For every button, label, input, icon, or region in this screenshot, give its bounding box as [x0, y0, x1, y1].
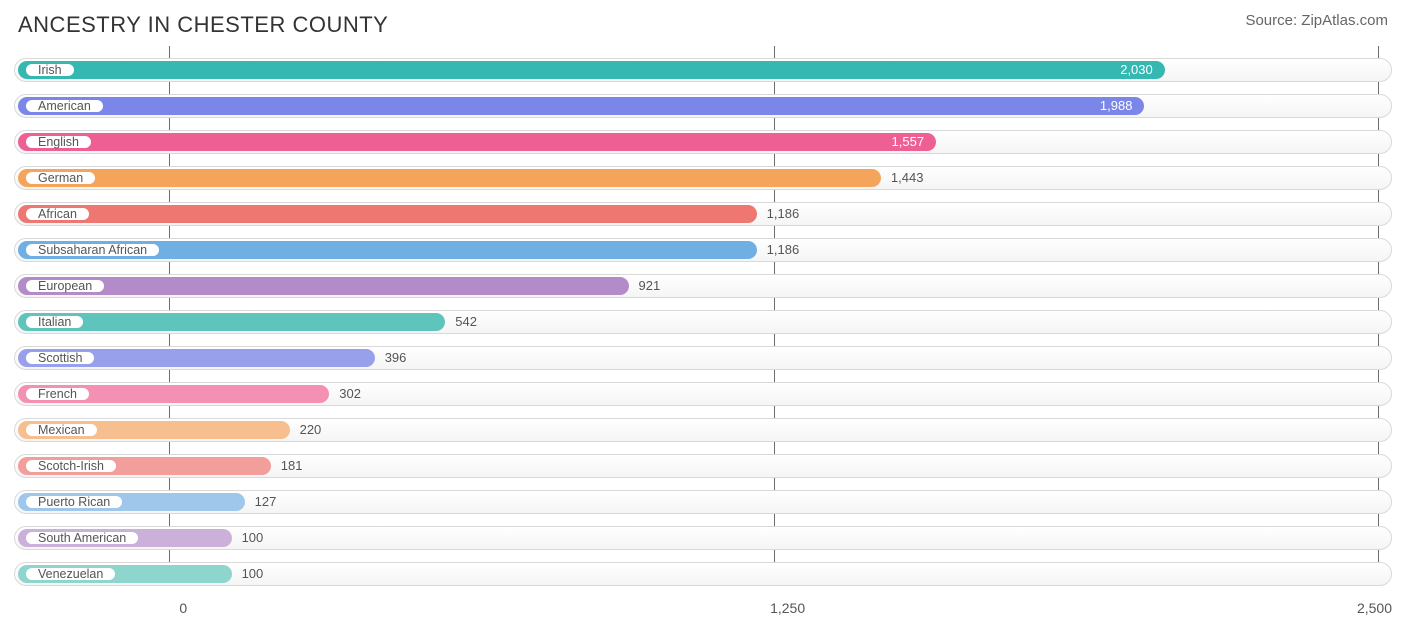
bar-row: Venezuelan 100 — [14, 558, 1392, 590]
chart-header: ANCESTRY IN CHESTER COUNTY Source: ZipAt… — [0, 0, 1406, 46]
axis-tick-label: 2,500 — [1357, 600, 1392, 616]
x-axis: 0 1,250 2,500 — [14, 596, 1392, 626]
bar-row: English 1,557 — [14, 126, 1392, 158]
value-label: 302 — [339, 386, 361, 401]
value-label: 1,443 — [891, 170, 924, 185]
chart-source: Source: ZipAtlas.com — [1245, 12, 1388, 29]
bar-row: German 1,443 — [14, 162, 1392, 194]
chart-title: ANCESTRY IN CHESTER COUNTY — [18, 12, 388, 38]
category-pill: American — [24, 98, 105, 114]
chart-area: Irish 2,030 American 1,988 English 1,557 Germa… — [0, 46, 1406, 626]
bar-row: Scotch-Irish 181 — [14, 450, 1392, 482]
category-pill: English — [24, 134, 93, 150]
value-label: 100 — [242, 566, 264, 581]
bar — [18, 133, 936, 151]
bar-row: American 1,988 — [14, 90, 1392, 122]
value-label: 181 — [281, 458, 303, 473]
bar-row: Italian 542 — [14, 306, 1392, 338]
value-label: 1,988 — [1100, 98, 1133, 113]
bar-row: Mexican 220 — [14, 414, 1392, 446]
bar-row: African 1,186 — [14, 198, 1392, 230]
category-pill: Italian — [24, 314, 85, 330]
category-pill: South American — [24, 530, 140, 546]
bar-row: French 302 — [14, 378, 1392, 410]
category-pill: German — [24, 170, 97, 186]
bar-row: Puerto Rican 127 — [14, 486, 1392, 518]
value-label: 1,186 — [767, 206, 800, 221]
category-pill: Irish — [24, 62, 76, 78]
category-pill: Scotch-Irish — [24, 458, 118, 474]
category-pill: Subsaharan African — [24, 242, 161, 258]
category-pill: African — [24, 206, 91, 222]
value-label: 1,186 — [767, 242, 800, 257]
category-pill: Venezuelan — [24, 566, 117, 582]
bar-row: European 921 — [14, 270, 1392, 302]
axis-tick-label: 1,250 — [770, 600, 805, 616]
bar — [18, 61, 1165, 79]
bar-row: Scottish 396 — [14, 342, 1392, 374]
bar — [18, 205, 757, 223]
axis-tick-label: 0 — [179, 600, 187, 616]
category-pill: French — [24, 386, 91, 402]
value-label: 1,557 — [892, 134, 925, 149]
bar — [18, 277, 629, 295]
bar — [18, 97, 1144, 115]
bar-row: Subsaharan African 1,186 — [14, 234, 1392, 266]
category-pill: Scottish — [24, 350, 96, 366]
category-pill: Mexican — [24, 422, 99, 438]
value-label: 396 — [385, 350, 407, 365]
category-pill: Puerto Rican — [24, 494, 124, 510]
value-label: 127 — [255, 494, 277, 509]
category-pill: European — [24, 278, 106, 294]
value-label: 220 — [300, 422, 322, 437]
bar-row: Irish 2,030 — [14, 54, 1392, 86]
value-label: 100 — [242, 530, 264, 545]
value-label: 921 — [639, 278, 661, 293]
bar-row: South American 100 — [14, 522, 1392, 554]
bar — [18, 169, 881, 187]
value-label: 2,030 — [1120, 62, 1153, 77]
value-label: 542 — [455, 314, 477, 329]
